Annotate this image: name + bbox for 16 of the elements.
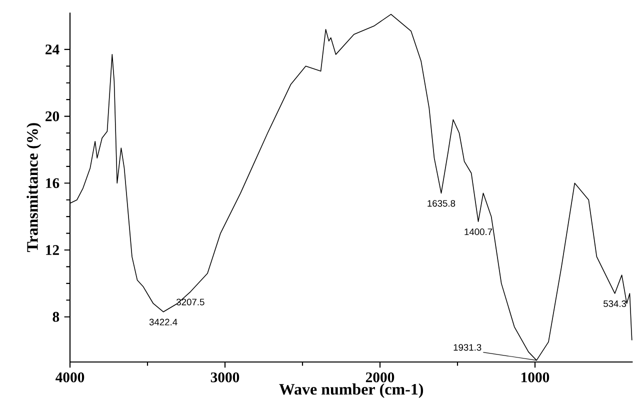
annotation: 534.3 [604,300,626,307]
annotation: 1400.7 [464,228,492,236]
annotation: 1931.3 [454,344,482,351]
annotation: 3422.4 [149,318,178,326]
y-tick-label: 24 [46,44,60,54]
x-tick-label: 1000 [522,372,550,382]
y-axis-title: Transmittance (%) [26,123,42,252]
x-tick-label: 2000 [366,372,394,382]
y-tick-label: 16 [46,178,60,188]
x-axis-title: Wave number (cm-1) [279,383,424,398]
y-tick-label: 20 [46,111,60,122]
y-tick-label: 12 [46,245,59,255]
annotation: 1635.8 [428,200,456,207]
x-tick-label: 4000 [56,372,84,382]
x-tick-label: 3000 [210,372,240,382]
y-tick-label: 8 [52,312,60,322]
